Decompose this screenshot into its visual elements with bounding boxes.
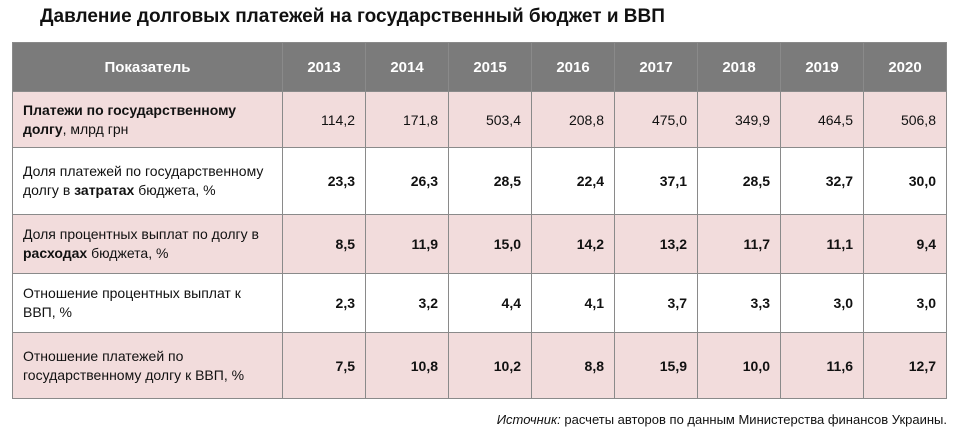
cell-value: 464,5	[780, 90, 864, 149]
cell-value: 11,9	[365, 214, 449, 274]
table-row: Отношение процентных выплат к ВВП, % 2,3 3…	[12, 272, 947, 334]
table-row: Доля процентных выплат по долгу в расход…	[12, 214, 947, 274]
table-row: Отношение платежей по государственному д…	[12, 332, 947, 399]
row-label: Доля процентных выплат по долгу в расход…	[12, 214, 283, 274]
cell-value: 15,9	[614, 332, 698, 399]
cell-value: 3,2	[365, 272, 449, 334]
row-label-part: , млрд грн	[62, 120, 129, 137]
row-label: Отношение процентных выплат к ВВП, %	[12, 272, 283, 334]
cell-value: 4,4	[448, 272, 532, 334]
header-year: 2019	[780, 42, 864, 92]
cell-value: 7,5	[282, 332, 366, 399]
cell-value: 349,9	[697, 90, 781, 149]
header-year: 2016	[531, 42, 615, 92]
header-year: 2014	[365, 42, 449, 92]
source-text: расчеты авторов по данным Министерства ф…	[560, 412, 947, 427]
cell-value: 4,1	[531, 272, 615, 334]
header-year: 2018	[697, 42, 781, 92]
cell-value: 3,0	[863, 272, 947, 334]
cell-value: 3,0	[780, 272, 864, 334]
cell-value: 8,5	[282, 214, 366, 274]
row-label: Платежи по государственному долгу, млрд …	[12, 90, 283, 149]
cell-value: 26,3	[365, 147, 449, 216]
source-label: Источник:	[496, 412, 561, 427]
row-label-part: расходах	[23, 244, 88, 261]
source-note: Источник: расчеты авторов по данным Мини…	[497, 412, 947, 427]
cell-value: 10,2	[448, 332, 532, 399]
cell-value: 2,3	[282, 272, 366, 334]
cell-value: 23,3	[282, 147, 366, 216]
cell-value: 8,8	[531, 332, 615, 399]
row-label-part: Отношение процентных выплат к ВВП, %	[23, 284, 241, 320]
row-label-part: затратах	[74, 182, 135, 199]
cell-value: 15,0	[448, 214, 532, 274]
cell-value: 37,1	[614, 147, 698, 216]
table-row: Платежи по государственному долгу, млрд …	[12, 90, 947, 149]
table-row: Доля платежей по государственному долгу …	[12, 147, 947, 216]
cell-value: 28,5	[448, 147, 532, 216]
row-label-part: Платежи по государственному долгу	[23, 101, 237, 137]
row-label-part: бюджета, %	[87, 244, 169, 261]
page-title: Давление долговых платежей на государств…	[40, 6, 665, 27]
cell-value: 208,8	[531, 90, 615, 149]
cell-value: 22,4	[531, 147, 615, 216]
cell-value: 10,8	[365, 332, 449, 399]
row-label: Доля платежей по государственному долгу …	[12, 147, 283, 216]
cell-value: 11,1	[780, 214, 864, 274]
table-header-row: Показатель 2013 2014 2015 2016 2017 2018…	[12, 42, 947, 92]
row-label: Отношение платежей по государственному д…	[12, 332, 283, 399]
cell-value: 114,2	[282, 90, 366, 149]
cell-value: 3,3	[697, 272, 781, 334]
header-year: 2020	[863, 42, 947, 92]
cell-value: 12,7	[863, 332, 947, 399]
header-year: 2015	[448, 42, 532, 92]
cell-value: 11,7	[697, 214, 781, 274]
cell-value: 503,4	[448, 90, 532, 149]
cell-value: 171,8	[365, 90, 449, 149]
cell-value: 10,0	[697, 332, 781, 399]
row-label-part: Доля платежей по государственному долгу …	[23, 163, 264, 199]
cell-value: 11,6	[780, 332, 864, 399]
cell-value: 3,7	[614, 272, 698, 334]
cell-value: 506,8	[863, 90, 947, 149]
cell-value: 14,2	[531, 214, 615, 274]
cell-value: 13,2	[614, 214, 698, 274]
header-year: 2013	[282, 42, 366, 92]
row-label-part: Отношение платежей по государственному д…	[23, 347, 245, 383]
cell-value: 475,0	[614, 90, 698, 149]
header-year: 2017	[614, 42, 698, 92]
debt-table: Показатель 2013 2014 2015 2016 2017 2018…	[12, 42, 947, 399]
header-indicator: Показатель	[12, 42, 283, 92]
cell-value: 32,7	[780, 147, 864, 216]
table-body: Платежи по государственному долгу, млрд …	[12, 90, 947, 399]
cell-value: 9,4	[863, 214, 947, 274]
row-label-part: Доля процентных выплат по долгу в	[23, 225, 259, 242]
cell-value: 30,0	[863, 147, 947, 216]
row-label-part: бюджета, %	[134, 182, 216, 199]
cell-value: 28,5	[697, 147, 781, 216]
